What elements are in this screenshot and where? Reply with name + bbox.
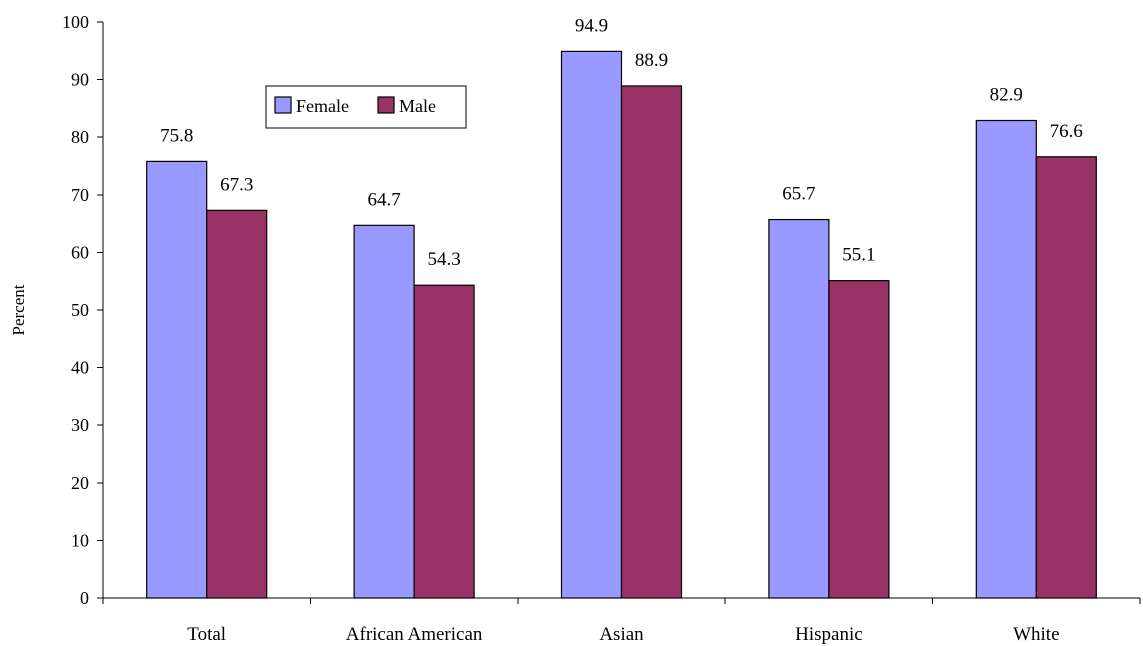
bar-female bbox=[560, 50, 623, 599]
bar-female bbox=[353, 224, 415, 599]
y-tick-label: 80 bbox=[71, 127, 89, 147]
y-tick-label: 40 bbox=[71, 358, 89, 378]
x-category-label: Hispanic bbox=[795, 624, 863, 645]
legend-swatch-female bbox=[274, 96, 292, 114]
bar-female bbox=[146, 160, 208, 599]
bar-male bbox=[413, 284, 475, 599]
y-axis-title: Percent bbox=[9, 284, 28, 335]
legend-box bbox=[265, 85, 467, 129]
data-labels: 75.8 67.3 64.7 54.3 94.9 88.9 65.7 55.1 82.9 76.6 bbox=[160, 15, 1083, 270]
x-category-label: White bbox=[1013, 624, 1059, 645]
y-tick-label: 10 bbox=[71, 530, 89, 550]
data-label-male: 54.3 bbox=[427, 249, 460, 270]
bar-male bbox=[206, 209, 268, 599]
data-label-male: 76.6 bbox=[1050, 121, 1083, 142]
y-tick-label: 70 bbox=[71, 185, 89, 205]
legend-label-male: Male bbox=[399, 96, 436, 116]
y-tick-label: 30 bbox=[71, 415, 89, 435]
data-label-female: 75.8 bbox=[160, 125, 193, 146]
x-axis: Total African American Asian Hispanic White bbox=[102, 597, 1141, 645]
legend-swatch-male bbox=[377, 96, 395, 114]
y-tick-label: 0 bbox=[80, 588, 89, 608]
bars bbox=[146, 50, 1097, 599]
data-label-male: 67.3 bbox=[220, 174, 253, 195]
y-tick-label: 90 bbox=[71, 70, 89, 90]
x-category-label: Asian bbox=[599, 624, 644, 645]
data-label-male: 55.1 bbox=[842, 245, 875, 266]
legend-label-female: Female bbox=[296, 96, 349, 116]
y-axis: 0 10 20 30 40 50 60 70 80 90 100 bbox=[62, 12, 104, 608]
y-tick-label: 50 bbox=[71, 300, 89, 320]
bar-male bbox=[1035, 156, 1097, 599]
x-category-label: Total bbox=[187, 624, 226, 645]
y-tick-label: 20 bbox=[71, 473, 89, 493]
legend: Female Male bbox=[265, 85, 467, 129]
data-label-female: 82.9 bbox=[990, 84, 1023, 105]
x-category-label: African American bbox=[346, 624, 483, 645]
bar-female bbox=[975, 119, 1037, 599]
data-label-female: 65.7 bbox=[782, 184, 815, 205]
data-label-female: 64.7 bbox=[367, 189, 400, 210]
data-label-male: 88.9 bbox=[635, 50, 668, 71]
bar-female bbox=[768, 218, 830, 599]
bar-male bbox=[828, 280, 890, 599]
data-label-female: 94.9 bbox=[575, 15, 608, 36]
bar-male bbox=[620, 85, 683, 599]
y-tick-label: 60 bbox=[71, 242, 89, 262]
y-tick-label: 100 bbox=[62, 12, 89, 32]
